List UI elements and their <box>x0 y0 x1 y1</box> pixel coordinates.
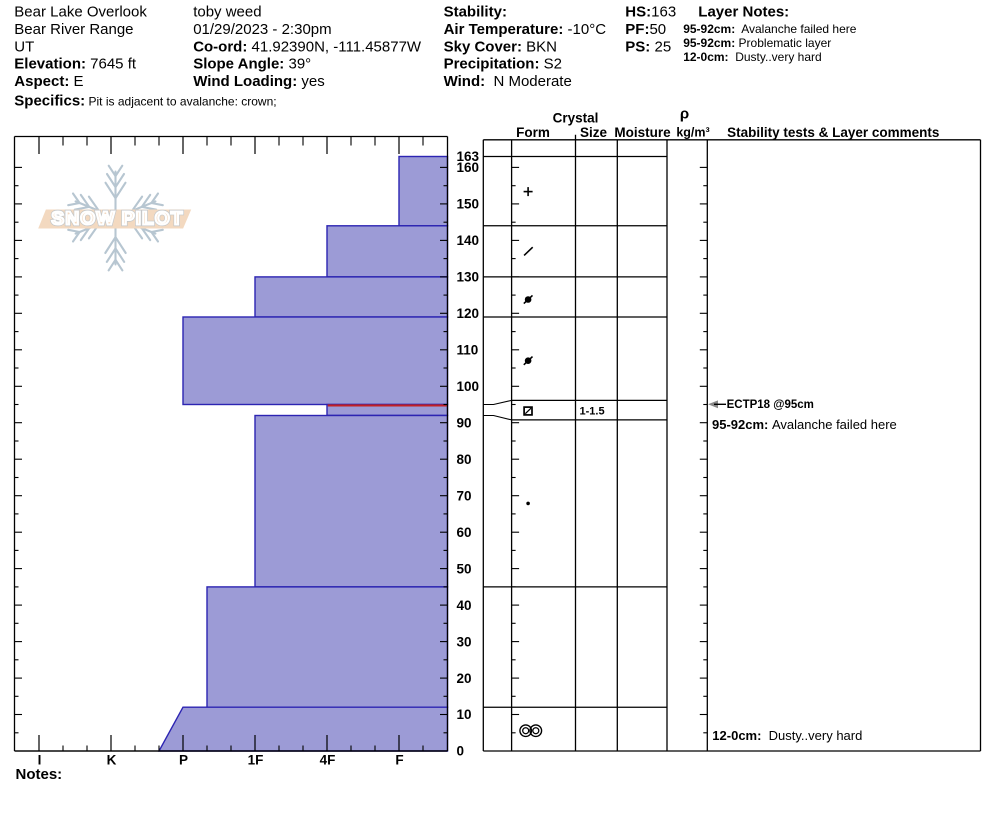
svg-text:Notes:: Notes: <box>16 766 63 783</box>
svg-text:60: 60 <box>457 525 472 540</box>
svg-text:10: 10 <box>457 707 472 722</box>
svg-text:0: 0 <box>457 744 465 759</box>
svg-text:50: 50 <box>457 561 472 576</box>
svg-text:163: 163 <box>457 149 480 164</box>
svg-text:SNOW PILOT: SNOW PILOT <box>51 208 183 229</box>
svg-text:01/29/2023 - 2:30pm: 01/29/2023 - 2:30pm <box>193 21 331 38</box>
svg-text:Specifics: Pit is adjacent to: Specifics: Pit is adjacent to avalanche:… <box>14 93 276 110</box>
svg-text:Aspect: E: Aspect: E <box>14 73 83 90</box>
svg-text:I: I <box>38 753 42 768</box>
svg-text:30: 30 <box>457 634 472 649</box>
svg-text:Stability tests & Layer commen: Stability tests & Layer comments <box>727 125 939 140</box>
svg-text:PF:50: PF:50 <box>625 21 666 38</box>
svg-text:Layer Notes:: Layer Notes: <box>698 4 789 21</box>
svg-text:100: 100 <box>457 379 480 394</box>
svg-text:80: 80 <box>457 452 472 467</box>
svg-text:kg/m³: kg/m³ <box>676 125 709 139</box>
svg-text:Elevation: 7645 ft: Elevation: 7645 ft <box>14 56 137 73</box>
svg-text:95-92cm: Problematic layer: 95-92cm: Problematic layer <box>683 36 831 50</box>
svg-text:Stability:: Stability: <box>444 4 507 21</box>
svg-text:UT: UT <box>14 38 34 55</box>
svg-text:Bear River Range: Bear River Range <box>14 21 133 38</box>
svg-text:Co-ord: 41.92390N, -111.45877W: Co-ord: 41.92390N, -111.45877W <box>193 38 422 55</box>
svg-text:110: 110 <box>457 343 479 358</box>
svg-text:140: 140 <box>457 233 480 248</box>
svg-text:Crystal: Crystal <box>553 110 599 125</box>
svg-text:90: 90 <box>457 415 472 430</box>
svg-text:Bear Lake Overlook: Bear Lake Overlook <box>14 4 147 21</box>
svg-text:SNOW PILOT: SNOW PILOT <box>51 208 183 229</box>
svg-text:Size: Size <box>580 125 608 140</box>
svg-text:4F: 4F <box>320 753 336 768</box>
svg-text:1F: 1F <box>248 753 264 768</box>
svg-text:12-0cm: Dusty..very hard: 12-0cm: Dusty..very hard <box>712 728 862 743</box>
svg-text:1-1.5: 1-1.5 <box>580 405 605 417</box>
svg-text:F: F <box>395 753 403 768</box>
svg-text:Moisture: Moisture <box>614 125 671 140</box>
svg-text:Wind: N Moderate: Wind: N Moderate <box>444 73 572 90</box>
svg-text:Sky Cover: BKN: Sky Cover: BKN <box>444 38 557 55</box>
svg-text:K: K <box>107 753 117 768</box>
svg-text:Air Temperature: -10°C: Air Temperature: -10°C <box>444 21 607 38</box>
svg-text:40: 40 <box>457 598 472 613</box>
svg-text:Form: Form <box>516 125 550 140</box>
svg-text:HS:163: HS:163 <box>625 4 676 21</box>
svg-text:Precipitation: S2: Precipitation: S2 <box>444 56 562 73</box>
svg-text:toby weed: toby weed <box>193 4 261 21</box>
svg-text:160: 160 <box>457 160 480 175</box>
svg-text:95-92cm: Avalanche failed here: 95-92cm: Avalanche failed here <box>712 417 897 432</box>
svg-text:20: 20 <box>457 671 472 686</box>
svg-text:120: 120 <box>457 306 480 321</box>
svg-text:95-92cm: Avalanche failed her: 95-92cm: Avalanche failed here <box>683 22 857 36</box>
svg-text:130: 130 <box>457 270 480 285</box>
svg-text:12-0cm: Dusty..very hard: 12-0cm: Dusty..very hard <box>683 50 822 64</box>
svg-text:Slope Angle: 39°: Slope Angle: 39° <box>193 56 311 73</box>
svg-text:70: 70 <box>457 488 472 503</box>
svg-text:ρ: ρ <box>680 105 689 122</box>
svg-text:150: 150 <box>457 197 480 212</box>
svg-text:PS: 25: PS: 25 <box>625 38 671 55</box>
svg-text:ECTP18 @95cm: ECTP18 @95cm <box>727 399 814 411</box>
svg-text:P: P <box>179 753 188 768</box>
svg-text:Wind Loading: yes: Wind Loading: yes <box>193 73 325 90</box>
